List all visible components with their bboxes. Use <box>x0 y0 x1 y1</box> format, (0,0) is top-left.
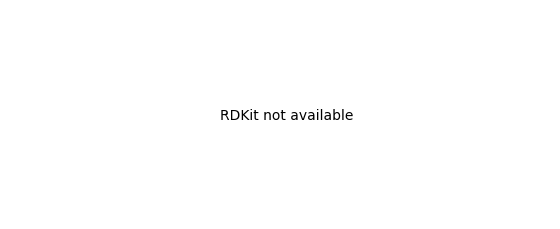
Text: RDKit not available: RDKit not available <box>220 109 354 123</box>
